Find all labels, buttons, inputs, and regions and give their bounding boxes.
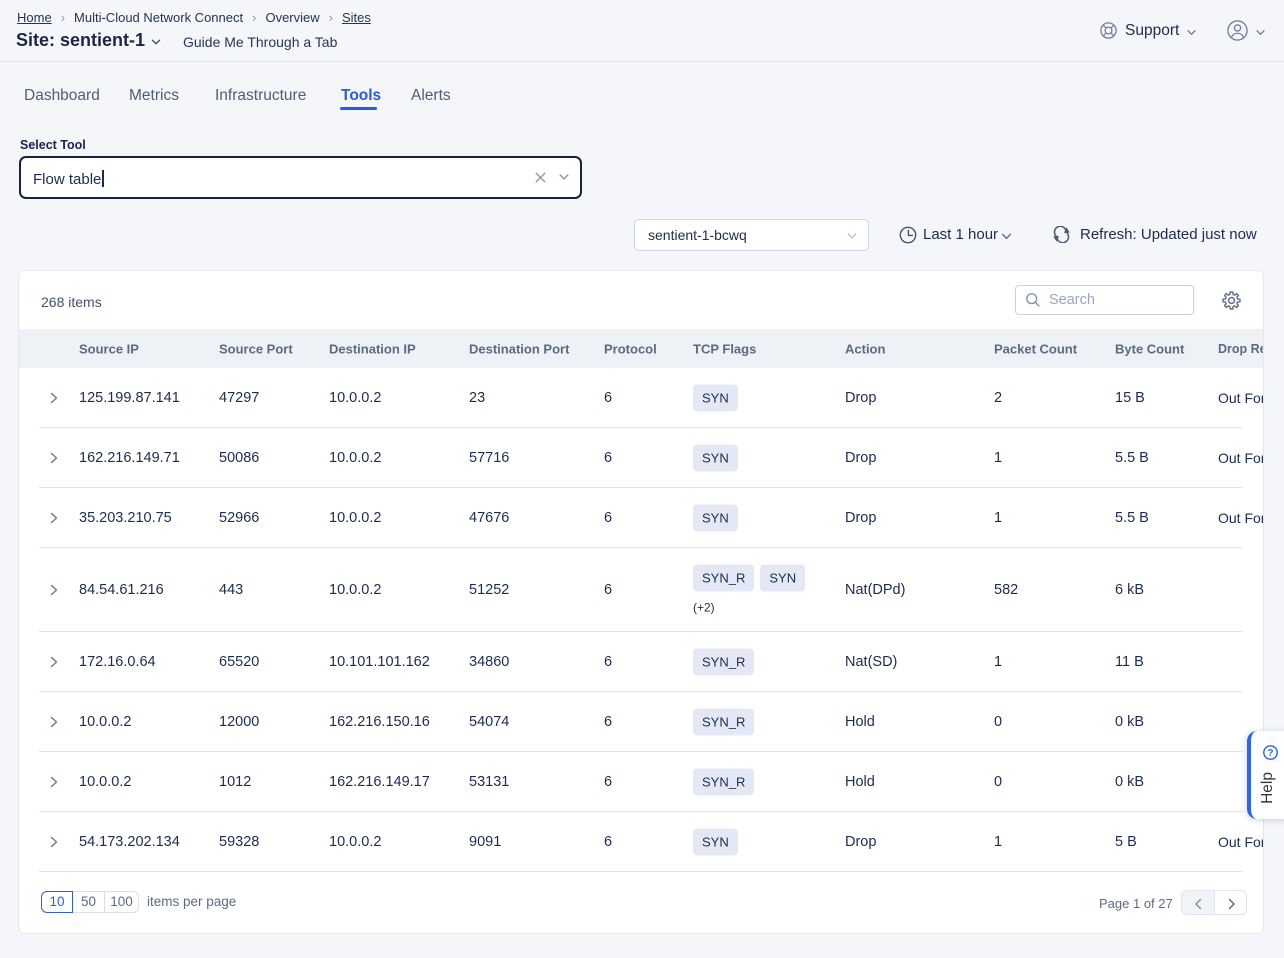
svg-text:?: ? — [1267, 748, 1273, 759]
